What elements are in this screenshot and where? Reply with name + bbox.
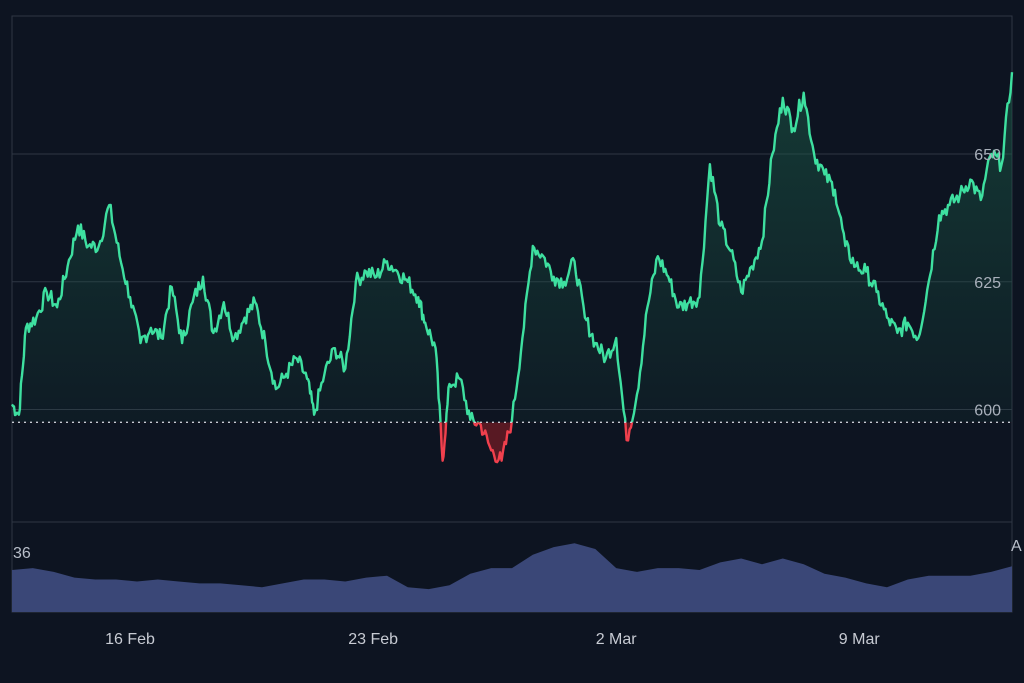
- price-line-down: [439, 422, 634, 464]
- area-below-baseline: [440, 422, 632, 463]
- volume-max-label: 36: [13, 545, 31, 562]
- volume-area: [12, 543, 1012, 612]
- x-tick-23-feb: 23 Feb: [348, 631, 398, 648]
- area-fill: [12, 72, 1012, 463]
- y-axis-ticks: 600 625 650: [974, 147, 1001, 420]
- x-axis-ticks: 16 Feb 23 Feb 2 Mar 9 Mar: [105, 631, 880, 648]
- y-tick-625: 625: [974, 275, 1001, 292]
- y-tick-650: 650: [974, 147, 1001, 164]
- price-series: [10, 72, 1014, 464]
- y-tick-600: 600: [974, 403, 1001, 420]
- area-above-baseline: [12, 72, 1012, 423]
- x-tick-9-mar: 9 Mar: [839, 631, 881, 648]
- right-edge-label: A: [1011, 538, 1022, 555]
- price-line-up: [10, 72, 1014, 423]
- x-tick-2-mar: 2 Mar: [596, 631, 638, 648]
- volume-series: [12, 543, 1012, 612]
- x-tick-16-feb: 16 Feb: [105, 631, 155, 648]
